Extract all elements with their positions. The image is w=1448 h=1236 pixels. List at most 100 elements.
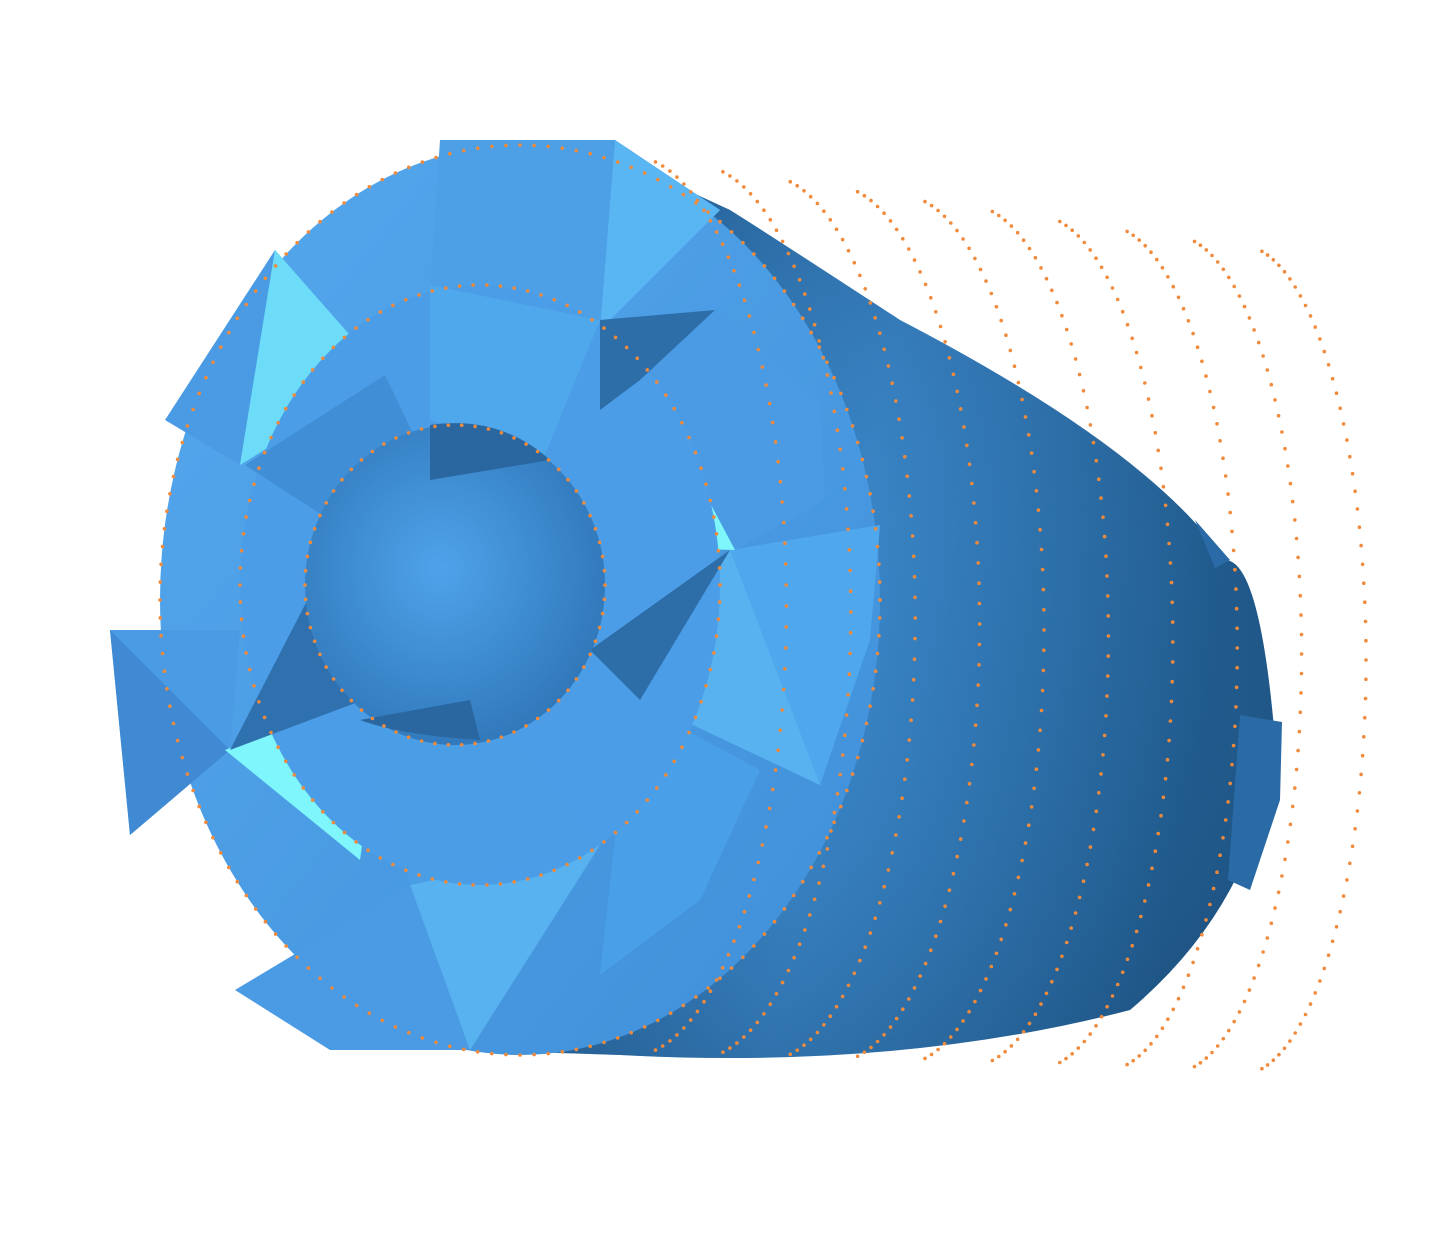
vertex-dot xyxy=(1042,628,1046,632)
vertex-dot xyxy=(158,616,163,620)
vertex-dot xyxy=(748,192,753,196)
vertex-dot xyxy=(295,955,299,960)
vertex-dot xyxy=(238,566,243,570)
vertex-dot xyxy=(735,1041,739,1045)
vertex-dot xyxy=(471,283,475,287)
vertex-dot xyxy=(1282,269,1287,274)
vertex-dot xyxy=(923,961,928,966)
vertex-dot xyxy=(1297,574,1302,579)
vertex-dot xyxy=(907,494,912,498)
vertex-dot xyxy=(1176,295,1181,300)
vertex-dot xyxy=(1170,660,1175,664)
vertex-dot xyxy=(602,326,606,330)
vertex-dot xyxy=(947,356,952,360)
vertex-dot xyxy=(602,568,607,573)
vertex-dot xyxy=(1168,719,1173,723)
vertex-dot xyxy=(366,317,370,322)
vertex-dot xyxy=(976,683,980,687)
vertex-dot xyxy=(802,1043,806,1047)
vertex-dot xyxy=(354,1003,359,1008)
vertex-dot xyxy=(720,242,725,246)
vertex-dot xyxy=(306,230,311,234)
vertex-dot xyxy=(577,856,582,860)
vertex-dot xyxy=(318,513,322,518)
vertex-dot xyxy=(227,865,231,870)
vertex-dot xyxy=(1313,325,1317,329)
vertex-dot xyxy=(1204,248,1209,252)
vertex-dot xyxy=(664,773,668,777)
vertex-dot xyxy=(863,945,867,949)
vertex-dot xyxy=(768,1002,773,1006)
vertex-dot xyxy=(938,324,943,329)
vertex-dot xyxy=(1221,267,1226,272)
vertex-dot xyxy=(1318,979,1322,983)
vertex-dot xyxy=(1009,224,1014,228)
vertex-dot xyxy=(1357,791,1362,795)
vertex-dot xyxy=(1353,827,1357,831)
vertex-dot xyxy=(864,474,869,479)
vertex-dot xyxy=(370,716,375,721)
vertex-dot xyxy=(1221,836,1225,840)
vertex-dot xyxy=(825,373,830,377)
vertex-dot xyxy=(1247,316,1252,320)
vertex-dot xyxy=(1076,234,1081,238)
vertex-dot xyxy=(1099,772,1103,776)
vertex-dot xyxy=(780,708,784,712)
vertex-dot xyxy=(800,879,805,884)
vertex-dot xyxy=(185,772,190,776)
vertex-dot xyxy=(1280,874,1284,878)
vertex-dot xyxy=(989,291,994,296)
vertex-dot xyxy=(755,1020,760,1025)
vertex-dot xyxy=(1161,795,1166,800)
vertex-dot xyxy=(1360,753,1365,758)
vertex-dot xyxy=(882,884,886,889)
vertex-dot xyxy=(1139,365,1143,370)
vertex-dot xyxy=(241,532,246,536)
vertex-dot xyxy=(1130,943,1134,948)
vertex-dot xyxy=(417,293,421,297)
vertex-dot xyxy=(1165,522,1170,527)
vertex-dot xyxy=(817,345,822,350)
vertex-dot xyxy=(742,909,747,914)
vertex-dot xyxy=(728,174,732,178)
vertex-dot xyxy=(955,1027,959,1032)
vertex-dot xyxy=(1293,285,1297,289)
vertex-dot xyxy=(1260,1066,1264,1071)
vertex-dot xyxy=(239,617,244,621)
vertex-dot xyxy=(825,835,829,840)
vertex-dot xyxy=(714,978,719,982)
vertex-dot xyxy=(459,743,464,747)
inner-blade xyxy=(590,550,730,700)
vertex-dot xyxy=(752,877,756,882)
vertex-dot xyxy=(844,507,849,511)
vertex-dot xyxy=(171,721,176,726)
vertex-dot xyxy=(760,843,765,847)
vertex-dot xyxy=(756,860,761,865)
vertex-dot xyxy=(1230,529,1234,534)
vertex-dot xyxy=(752,330,756,335)
vertex-dot xyxy=(1169,699,1174,704)
vertex-dot xyxy=(961,1019,965,1023)
vertex-dot xyxy=(1033,255,1038,260)
vertex-dot xyxy=(349,698,354,703)
vertex-dot xyxy=(180,755,185,760)
vertex-dot xyxy=(1085,862,1089,867)
vertex-dot xyxy=(560,1050,565,1054)
vertex-dot xyxy=(1076,1046,1081,1050)
blade-facet xyxy=(600,140,720,330)
vertex-dot xyxy=(262,450,267,455)
vertex-dot xyxy=(1088,845,1093,849)
vertex-dot xyxy=(877,633,881,638)
vertex-dot xyxy=(321,356,325,361)
vertex-dot xyxy=(602,1040,606,1045)
vertex-dot xyxy=(905,474,909,479)
vertex-dot xyxy=(1277,1052,1281,1057)
vertex-dot xyxy=(973,999,977,1004)
vertex-dot xyxy=(847,548,852,552)
vertex-dot xyxy=(565,303,569,308)
vertex-dot xyxy=(1004,923,1008,927)
vertex-dot xyxy=(1204,374,1208,378)
vertex-dot xyxy=(1186,319,1191,323)
vertex-dot xyxy=(391,862,395,867)
